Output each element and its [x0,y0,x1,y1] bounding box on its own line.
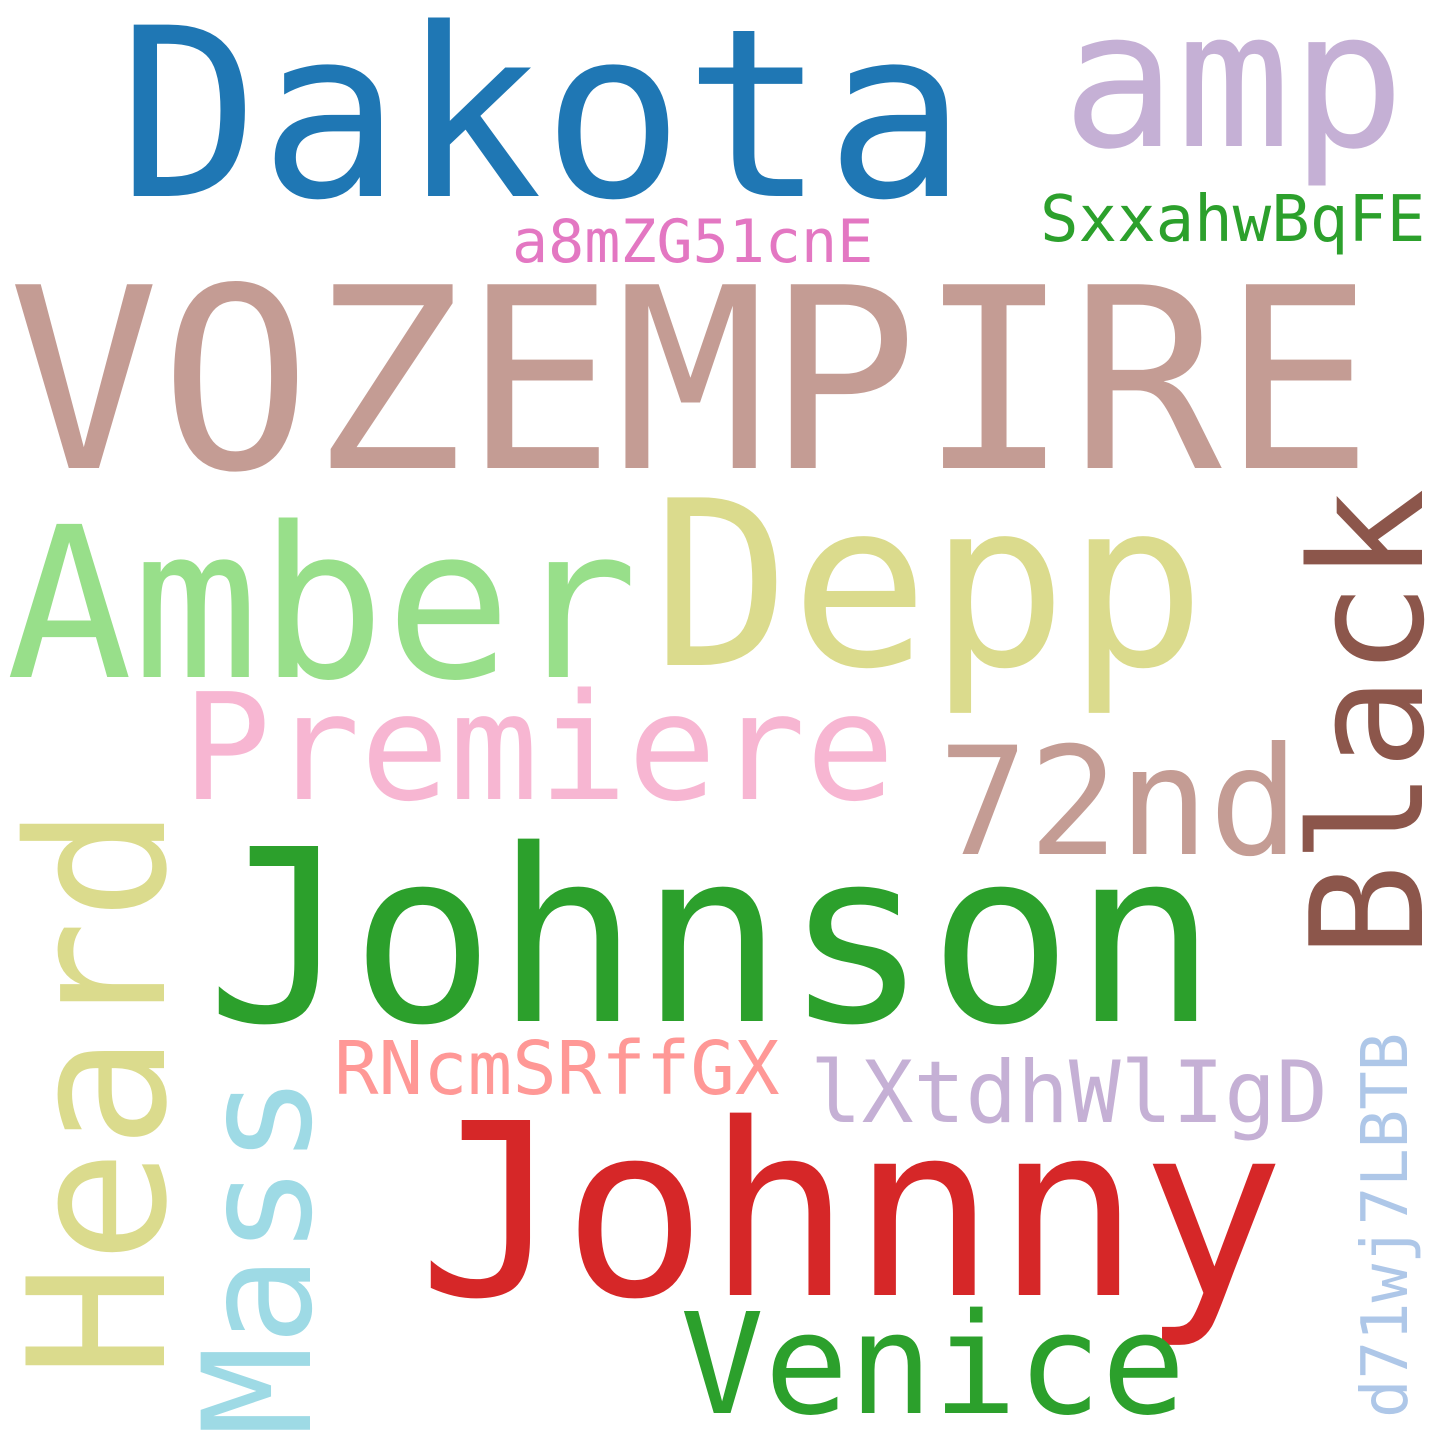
word-heard: Heard [0,806,209,1378]
word-mass: Mass [172,1074,346,1436]
word-johnson: Johnson [206,798,1218,1078]
word-rncmsrffgx: RNcmSRffGX [334,1026,780,1112]
word-dakota: Dakota [118,0,967,252]
word-depp: Depp [652,453,1206,720]
word-black: Black [1277,488,1440,958]
word-venice: Venice [680,1284,1186,1440]
word-sxxahwbqfe: SxxahwBqFE [1040,183,1426,257]
word-amber: Amber [6,482,639,727]
word-amp: amp [1062,0,1406,191]
word-lxtdhwligd: lXtdhWlIgD [810,1043,1328,1143]
word-premiere: Premiere [182,662,895,834]
word-a8mzg51cne: a8mZG51cnE [512,207,874,277]
word-d71wj7lbtb: d71wj7LBTB [1349,1032,1423,1418]
word-vozempire: VOZEMPIRE [8,235,1374,528]
word-johnny: Johnny [418,1072,1285,1352]
word-72nd: 72nd [938,716,1300,890]
